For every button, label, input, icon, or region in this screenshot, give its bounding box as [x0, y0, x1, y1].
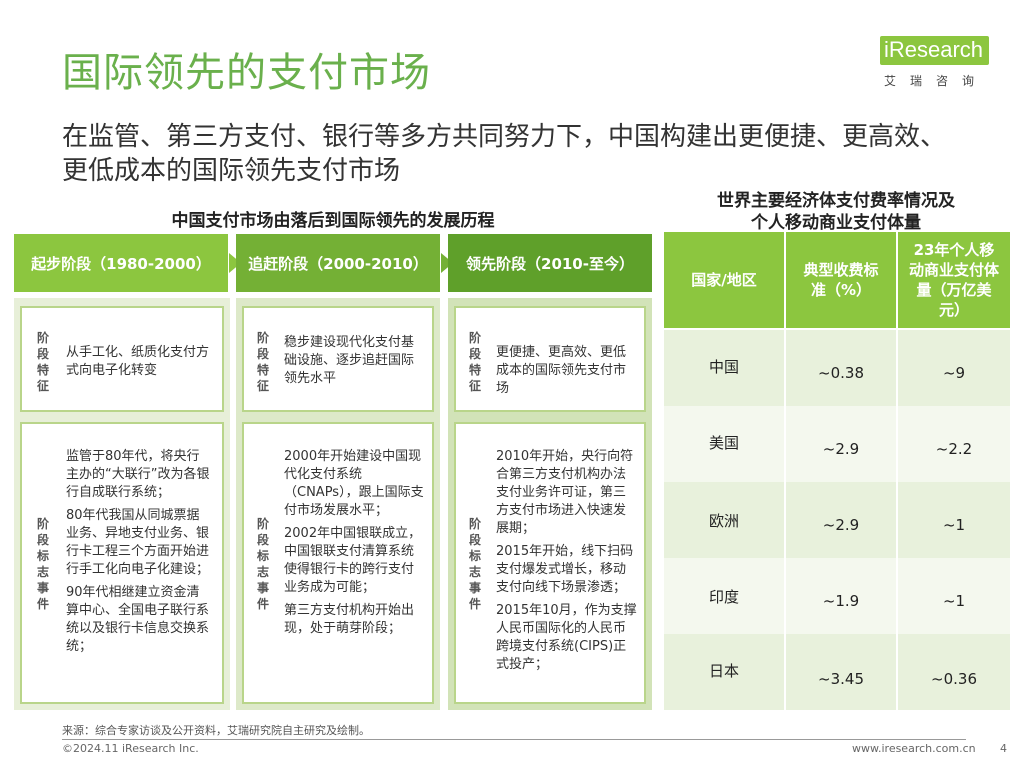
column-divider — [784, 232, 786, 710]
logo-subtext: 艾瑞咨询 — [884, 74, 989, 88]
table-cell-fee: ~0.38 — [818, 364, 864, 382]
stage-1-events-box: 阶段标志事件 监管于80年代，将央行主办的“大联行”改为各银行自成联行系统； 8… — [20, 422, 224, 704]
stage-3-feature-text: 更便捷、更高效、更低成本的国际领先支付市场 — [496, 345, 627, 396]
event-item: 监管于80年代，将央行主办的“大联行”改为各银行自成联行系统； — [66, 449, 210, 500]
feature-label: 阶段特征 — [256, 331, 269, 393]
stage-2-column: 阶段特征 稳步建设现代化支付基础设施、逐步追赶国际领先水平 阶段标志事件 200… — [236, 298, 440, 710]
iresearch-logo: iResearch 艾瑞咨询 — [880, 36, 990, 96]
table-cell-country: 印度 — [708, 588, 739, 606]
table-cell-volume: ~1 — [942, 516, 966, 534]
table-cell-country: 美国 — [708, 434, 739, 452]
source-note: 来源：综合专家访谈及公开资料，艾瑞研究院自主研究及绘制。 — [62, 724, 370, 737]
logo-text: iResearch — [880, 36, 990, 65]
stage-2-feature-text: 稳步建设现代化支付基础设施、逐步追赶国际领先水平 — [284, 335, 415, 386]
table-cell-volume: ~9 — [942, 364, 966, 382]
table-cell-volume: ~2.2 — [935, 440, 973, 458]
table-cell-country: 中国 — [708, 358, 739, 376]
table-row: 中国 ~0.38 ~9 — [664, 330, 1010, 406]
event-item: 2015年10月，作为支撑人民币国际化的人民币跨境支付系统(CIPS)正式投产； — [496, 603, 637, 672]
stage-3-feature-box: 阶段特征 更便捷、更高效、更低成本的国际领先支付市场 — [454, 306, 646, 412]
stage-2-events: 2000年开始建设中国现代化支付系统（CNAPs），跟上国际支付市场发展水平； … — [284, 448, 426, 643]
stage-2-events-box: 阶段标志事件 2000年开始建设中国现代化支付系统（CNAPs），跟上国际支付市… — [242, 422, 434, 704]
stage-3-events-box: 阶段标志事件 2010年开始，央行向符合第三方支付机构办法支付业务许可证，第三方… — [454, 422, 646, 704]
page-subtitle: 在监管、第三方支付、银行等多方共同努力下，中国构建出更便捷、更高效、更低成本的国… — [62, 122, 947, 186]
page-number: 4 — [1000, 742, 1007, 755]
events-label: 阶段标志事件 — [256, 517, 269, 611]
stage-3-events: 2010年开始，央行向符合第三方支付机构办法支付业务许可证，第三方支付市场进入快… — [496, 448, 638, 679]
events-label: 阶段标志事件 — [36, 517, 49, 611]
right-heading-line-2: 个人移动商业支付体量 — [751, 213, 921, 233]
table-row: 日本 ~3.45 ~0.36 — [664, 634, 1010, 710]
feature-label: 阶段特征 — [36, 331, 49, 393]
table-row: 印度 ~1.9 ~1 — [664, 558, 1010, 634]
table-cell-country: 日本 — [708, 662, 739, 680]
column-divider — [896, 232, 898, 710]
table-header-country: 国家/地区 — [691, 271, 757, 289]
table-row: 欧洲 ~2.9 ~1 — [664, 482, 1010, 558]
event-item: 80年代我国从同城票据业务、异地支付业务、银行卡工程三个方面开始进行手工化向电子… — [66, 508, 210, 577]
website-link[interactable]: www.iresearch.com.cn — [852, 742, 976, 755]
table-cell-fee: ~1.9 — [822, 592, 860, 610]
table-row: 美国 ~2.9 ~2.2 — [664, 406, 1010, 482]
stage-3-header: 领先阶段（2010-至今） — [448, 234, 652, 292]
stage-3-column: 阶段特征 更便捷、更高效、更低成本的国际领先支付市场 阶段标志事件 2010年开… — [448, 298, 652, 710]
events-label: 阶段标志事件 — [468, 517, 481, 611]
stage-1-events: 监管于80年代，将央行主办的“大联行”改为各银行自成联行系统； 80年代我国从同… — [66, 448, 212, 661]
stage-1-feature-box: 阶段特征 从手工化、纸质化支付方式向电子化转变 — [20, 306, 224, 412]
table-cell-volume: ~0.36 — [931, 670, 977, 688]
feature-label: 阶段特征 — [468, 331, 481, 393]
event-item: 2010年开始，央行向符合第三方支付机构办法支付业务许可证，第三方支付市场进入快… — [496, 449, 634, 536]
copyright: ©2024.11 iResearch Inc. — [62, 742, 199, 755]
stage-1-feature-text: 从手工化、纸质化支付方式向电子化转变 — [66, 345, 210, 378]
footer-divider — [62, 739, 966, 740]
right-heading-line-1: 世界主要经济体支付费率情况及 — [717, 191, 955, 211]
stage-1-header: 起步阶段（1980-2000） — [14, 234, 228, 292]
stage-1-column: 阶段特征 从手工化、纸质化支付方式向电子化转变 阶段标志事件 监管于80年代，将… — [14, 298, 230, 710]
right-section-heading: 世界主要经济体支付费率情况及 个人移动商业支付体量 — [664, 190, 1008, 234]
table-header-volume: 23年个人移动商业支付体量（万亿美元） — [908, 241, 999, 319]
stage-2-header: 追赶阶段（2000-2010） — [236, 234, 440, 292]
table-cell-fee: ~3.45 — [818, 670, 864, 688]
event-item: 90年代相继建立资金清算中心、全国电子联行系统以及银行卡信息交换系统； — [66, 585, 210, 654]
event-item: 2015年开始，线下扫码支付爆发式增长，移动支付向线下场景渗透； — [496, 544, 634, 595]
table-header-row: 国家/地区 典型收费标准（%） 23年个人移动商业支付体量（万亿美元） — [664, 232, 1010, 328]
event-item: 2000年开始建设中国现代化支付系统（CNAPs），跟上国际支付市场发展水平； — [284, 449, 424, 518]
fee-table: 国家/地区 典型收费标准（%） 23年个人移动商业支付体量（万亿美元） 中国 ~… — [664, 232, 1010, 710]
table-cell-fee: ~2.9 — [822, 516, 860, 534]
table-header-fee: 典型收费标准（%） — [803, 261, 879, 299]
table-cell-volume: ~1 — [942, 592, 966, 610]
event-item: 第三方支付机构开始出现，处于萌芽阶段； — [284, 603, 415, 636]
table-cell-country: 欧洲 — [708, 512, 739, 530]
event-item: 2002年中国银联成立，中国银联支付清算系统使得银行卡的跨行支付业务成为可能； — [284, 526, 422, 595]
left-section-heading: 中国支付市场由落后到国际领先的发展历程 — [171, 211, 495, 231]
stage-2-feature-box: 阶段特征 稳步建设现代化支付基础设施、逐步追赶国际领先水平 — [242, 306, 434, 412]
table-cell-fee: ~2.9 — [822, 440, 860, 458]
page-title: 国际领先的支付市场 — [62, 50, 431, 96]
